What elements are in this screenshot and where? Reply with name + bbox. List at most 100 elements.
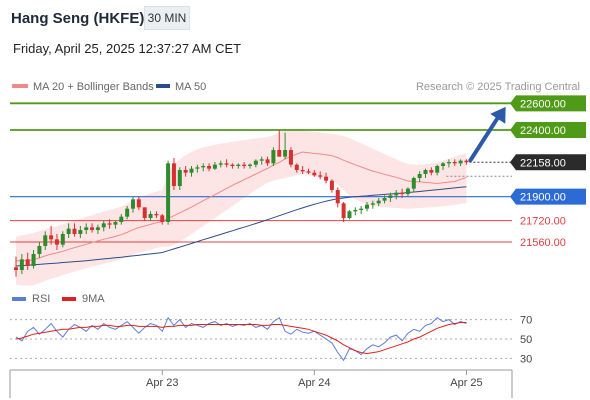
level-tag-21900.00 [510,188,586,205]
candle-body [388,195,393,198]
timestamp: Friday, April 25, 2025 12:37:27 AM CET [13,41,242,56]
candle-body [341,203,346,218]
candle-body [101,223,106,228]
legend-label-rsi: RSI [32,293,50,305]
candle-body [242,164,247,166]
candle-body [312,172,317,176]
candle-body [423,170,428,174]
candle-body [464,160,469,163]
candle-body [25,259,30,266]
x-tick-label: Apr 25 [450,377,482,389]
candle-body [230,164,235,166]
candle-body [201,166,206,168]
current-price-label: 22158.00 [520,157,566,169]
candle-body [353,210,358,212]
candle-body [224,163,229,165]
candle-body [189,168,194,173]
candle-body [60,234,65,245]
legend-swatch-ma50 [156,84,170,88]
level-tag-22400.00 [510,122,586,138]
candle-body [382,198,387,201]
candle-body [446,162,451,164]
candle-body [452,162,457,164]
candle-body [49,235,54,240]
target-arrow-shaft [468,112,502,163]
candle-body [37,246,42,254]
candle-body [78,230,83,234]
rsi-tick-50: 50 [520,334,532,346]
candle-body [19,259,24,270]
candle-body [306,171,311,173]
ma20-line [16,151,467,262]
candle-body [236,164,241,166]
candle-body [31,254,36,266]
candle-body [411,178,416,189]
target-arrow-head [490,106,506,124]
candle-body [300,170,305,172]
legend-label-9ma: 9MA [82,293,105,305]
candle-body [429,170,434,173]
candle-body [435,166,440,173]
candle-body [14,267,18,270]
candle-body [329,180,334,190]
candle-body [212,164,217,169]
x-tick-label: Apr 24 [298,377,330,389]
legend-swatch-ma20 [12,84,28,88]
candle-body [72,228,77,234]
candle-body [84,227,89,230]
instrument-title: Hang Seng (HKFE) [11,10,145,27]
candle-body [365,204,369,209]
candle-body [90,227,95,230]
legend-swatch-rsi [12,297,26,301]
timeframe-button[interactable]: 30 MIN [144,6,190,30]
rsi-tick-30: 30 [520,353,532,365]
candle-body [119,216,124,222]
candle-body [125,208,130,217]
candle-body [400,192,405,194]
level-label-22400.00: 22400.00 [520,125,566,137]
x-tick-label: Apr 23 [146,377,178,389]
candle-body [248,164,252,166]
level-label-21560.00: 21560.00 [520,237,566,249]
credit-text: Research © 2025 Trading Central [416,81,580,93]
bollinger-band [16,129,467,286]
candle-body [183,170,188,173]
level-label-21720.00: 21720.00 [520,216,566,228]
current-price-tag [510,154,586,171]
candle-body [218,163,223,165]
rsi-series-9ma [15,322,467,355]
candle-body [54,239,59,245]
candle-body [177,170,182,186]
candle-body [458,160,463,164]
candle-body [271,150,276,164]
candle-body [405,188,410,194]
legend-swatch-9ma [62,297,76,301]
legend-label-ma50: MA 50 [175,81,206,93]
rsi-tick-70: 70 [520,315,532,327]
candle-body [195,167,200,169]
candle-body [131,199,135,209]
candle-body [43,235,48,246]
candle-body [166,163,171,222]
candle-body [107,223,112,225]
candle-body [259,159,264,161]
ma50-line [15,186,467,267]
rsi-panel: 70 50 30 [10,315,532,365]
candle-body [335,190,340,204]
candle-body [277,150,282,157]
level-tag-22600.00 [510,95,586,112]
candle-body [283,150,288,157]
legend-label-ma20: MA 20 + Bollinger Bands [33,81,154,93]
candle-body [142,207,147,218]
candle-body [288,150,293,165]
candle-body [154,214,159,216]
candle-body [95,227,100,230]
candle-body [318,175,323,177]
candle-body [207,166,212,169]
chart-header: Hang Seng (HKFE) 30 MIN [0,0,590,36]
candle-body [441,163,446,166]
candle-body [171,163,176,186]
candle-body [324,176,329,181]
candle-body [294,164,299,170]
